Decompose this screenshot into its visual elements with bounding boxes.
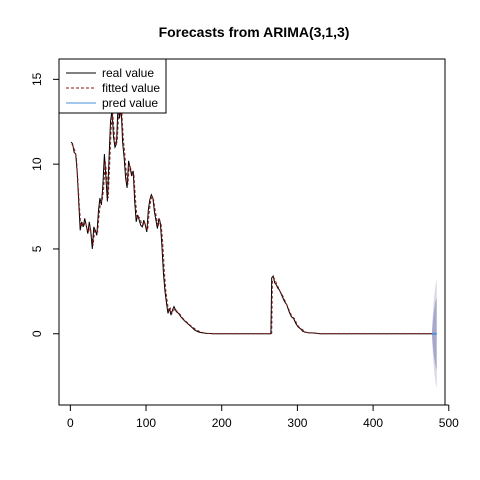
y-tick-label-0: 0: [30, 330, 44, 337]
x-tick-label-5: 500: [439, 416, 459, 430]
legend-label-2: fitted value: [102, 81, 160, 95]
x-tick-label-1: 100: [136, 416, 156, 430]
legend-label-1: real value: [102, 66, 154, 80]
y-tick-label-1: 5: [30, 245, 44, 252]
y-axis: 0 5 10 15: [30, 72, 59, 337]
chart-title: Forecasts from ARIMA(3,1,3): [159, 24, 350, 40]
x-tick-label-4: 400: [363, 416, 383, 430]
y-tick-label-2: 10: [30, 157, 44, 171]
x-axis: 0 100 200 300 400 500: [67, 405, 459, 430]
series-line-1: [71, 105, 432, 334]
legend-label-3: pred value: [102, 96, 158, 110]
x-tick-label-2: 200: [212, 416, 232, 430]
series-line-2: [72, 110, 432, 334]
series-lines: [71, 105, 437, 334]
y-tick-label-3: 15: [30, 72, 44, 86]
x-tick-label-0: 0: [67, 416, 74, 430]
x-tick-label-3: 300: [287, 416, 307, 430]
